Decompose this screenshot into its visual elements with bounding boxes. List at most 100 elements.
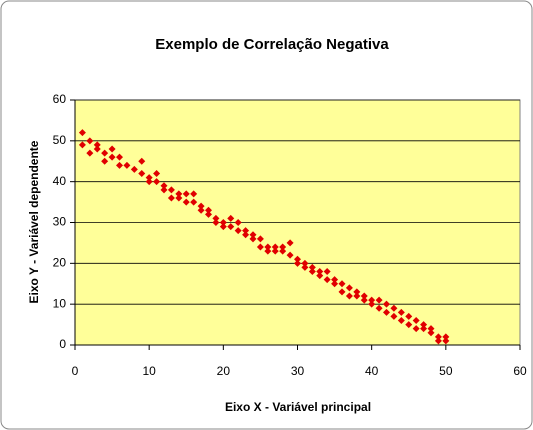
point [271,243,279,251]
point [331,280,339,288]
point [212,214,220,222]
x-tick-label: 40 [365,364,379,378]
point [442,337,450,345]
point [286,239,294,247]
x-tick-label: 30 [291,364,305,378]
point [405,312,413,320]
point [405,321,413,329]
point [427,329,435,337]
point [331,276,339,284]
point [101,157,109,165]
point [167,186,175,194]
point [153,178,161,186]
point [434,333,442,341]
point [219,223,227,231]
y-tick-label: 10 [53,296,67,310]
point [175,194,183,202]
point [308,263,316,271]
point [397,308,405,316]
point [93,145,101,153]
point [108,145,116,153]
point [345,284,353,292]
point [205,210,212,218]
point [368,296,376,304]
point [427,325,435,333]
point [145,178,153,186]
point [160,182,168,190]
point [249,235,257,243]
point [78,141,86,149]
y-tick-label: 40 [53,174,67,188]
point [256,235,264,243]
point [353,292,361,300]
point [145,174,153,182]
y-tick-label: 50 [53,133,67,147]
point [219,219,227,226]
point [397,317,405,324]
point [420,321,428,329]
x-tick-label: 20 [217,364,231,378]
point [316,268,324,275]
point [383,308,390,316]
point [190,198,198,206]
point [271,247,279,255]
point [412,317,420,324]
point [390,304,398,312]
x-tick-label: 50 [439,364,453,378]
point [116,153,123,161]
point [212,219,220,226]
x-tick-label: 10 [142,364,156,378]
point [353,288,361,296]
point [101,149,109,157]
point [123,161,131,169]
point [242,227,250,235]
point [138,170,146,177]
x-tick-label: 60 [513,364,527,378]
point [308,268,316,275]
point [264,247,272,255]
point [205,206,212,214]
point [264,243,272,251]
point [160,186,168,194]
point [249,231,257,239]
point [323,268,331,275]
y-tick-label: 30 [53,215,67,229]
point [286,251,294,259]
point [383,300,390,308]
point [190,190,198,198]
y-tick-label: 60 [53,92,67,106]
point [345,292,353,300]
chart-title: Exemplo de Correlação Negativa [155,36,389,53]
point [153,170,161,177]
point [234,219,242,226]
point [390,312,398,320]
point [175,190,183,198]
point [442,333,450,341]
point [227,223,235,231]
point [234,227,242,235]
point [197,206,205,214]
x-tick-label: 0 [72,364,79,378]
point [182,198,190,206]
point [434,337,442,345]
point [138,157,146,165]
point [368,300,376,308]
point [420,325,428,333]
point [116,161,123,169]
point [338,280,346,288]
y-axis-title: Eixo Y - Variável dependente [27,140,41,303]
point [279,243,287,251]
point [294,255,301,263]
point [93,141,101,149]
point [375,296,383,304]
point [338,288,346,296]
point [108,153,116,161]
point [301,259,309,267]
point [227,214,235,222]
point [256,243,264,251]
point [197,202,205,210]
point [375,304,383,312]
point [360,296,368,304]
point [86,149,94,157]
